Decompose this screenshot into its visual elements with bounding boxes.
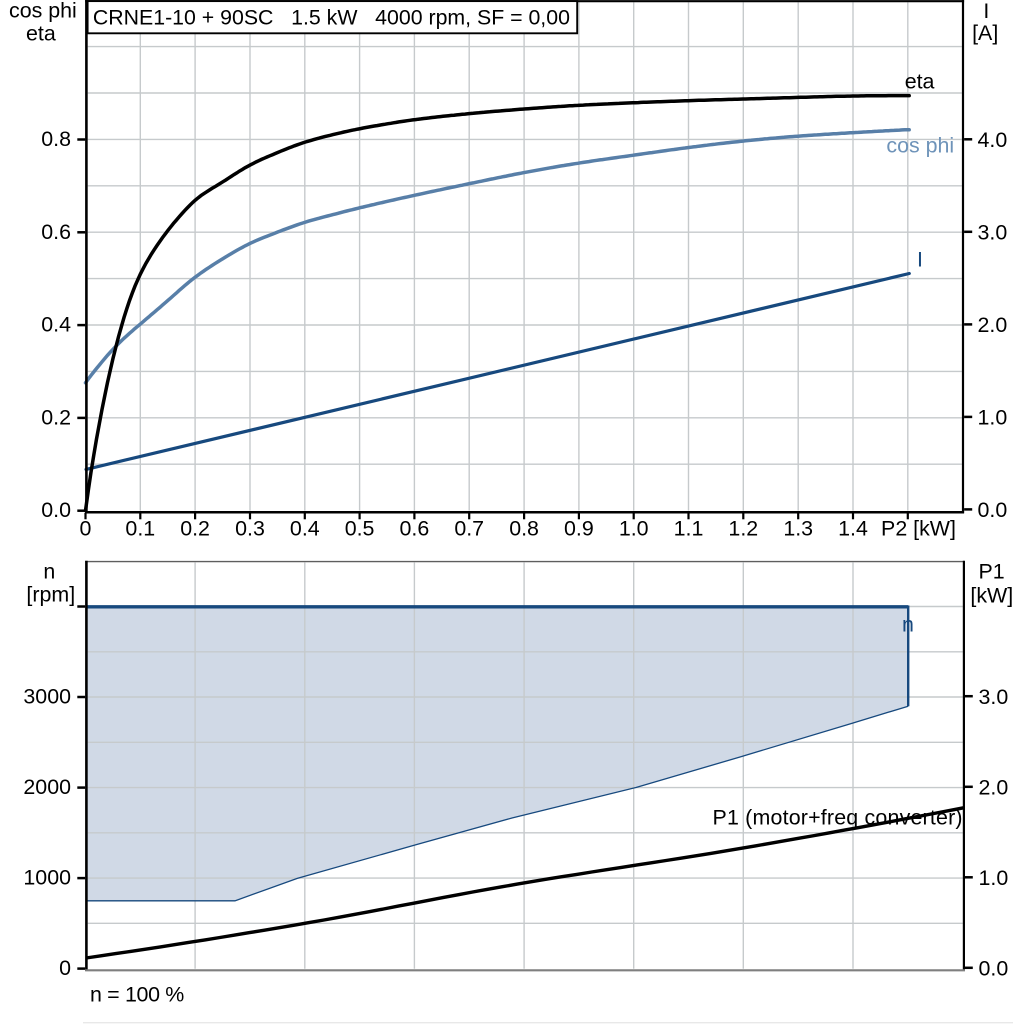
svg-text:1.0: 1.0 [619,516,649,540]
svg-text:0.1: 0.1 [125,516,155,540]
svg-text:0.0: 0.0 [979,956,1009,980]
svg-text:0.2: 0.2 [41,405,71,429]
svg-text:0.5: 0.5 [345,516,375,540]
svg-text:P1 (motor+freq converter): P1 (motor+freq converter) [713,806,963,830]
svg-text:0.6: 0.6 [400,516,430,540]
svg-text:2000: 2000 [23,775,71,799]
svg-text:0: 0 [59,956,71,980]
svg-text:P2 [kW]: P2 [kW] [881,516,956,540]
svg-text:0.4: 0.4 [290,516,320,540]
svg-text:n: n [43,559,55,583]
svg-text:[kW]: [kW] [970,584,1013,608]
svg-text:0: 0 [80,516,92,540]
svg-text:1.4: 1.4 [838,516,868,540]
svg-text:n = 100 %: n = 100 % [90,983,184,1007]
svg-text:1.2: 1.2 [728,516,758,540]
svg-text:[rpm]: [rpm] [26,582,75,606]
svg-text:3000: 3000 [23,685,71,709]
svg-text:0.0: 0.0 [978,498,1008,522]
svg-text:0.3: 0.3 [235,516,265,540]
svg-text:0.9: 0.9 [564,516,594,540]
svg-text:1.0: 1.0 [979,866,1009,890]
svg-text:cos phi: cos phi [9,0,77,23]
svg-text:P1: P1 [979,560,1005,584]
svg-text:0.8: 0.8 [509,516,539,540]
svg-text:eta: eta [905,70,935,94]
svg-text:0.7: 0.7 [454,516,484,540]
svg-text:cos phi: cos phi [886,134,954,158]
svg-text:n: n [902,613,914,637]
svg-text:0.0: 0.0 [41,498,71,522]
svg-text:3.0: 3.0 [979,685,1009,709]
svg-text:CRNE1-10 + 90SC 1.5 kW 400: CRNE1-10 + 90SC 1.5 kW 4000 rpm, SF = 0,… [93,5,570,29]
svg-text:1000: 1000 [23,866,71,890]
svg-text:1.3: 1.3 [783,516,813,540]
svg-text:[A]: [A] [972,21,998,45]
svg-text:4.0: 4.0 [978,128,1008,152]
svg-text:1.0: 1.0 [978,406,1008,430]
svg-text:3.0: 3.0 [978,220,1008,244]
svg-text:I: I [917,248,923,272]
svg-text:0.4: 0.4 [41,313,71,337]
svg-text:I: I [983,0,989,23]
svg-text:0.2: 0.2 [180,516,210,540]
svg-text:2.0: 2.0 [979,775,1009,799]
svg-text:1.1: 1.1 [674,516,704,540]
svg-text:0.6: 0.6 [41,220,71,244]
svg-text:eta: eta [26,22,56,46]
svg-text:2.0: 2.0 [978,313,1008,337]
svg-text:0.8: 0.8 [41,127,71,151]
